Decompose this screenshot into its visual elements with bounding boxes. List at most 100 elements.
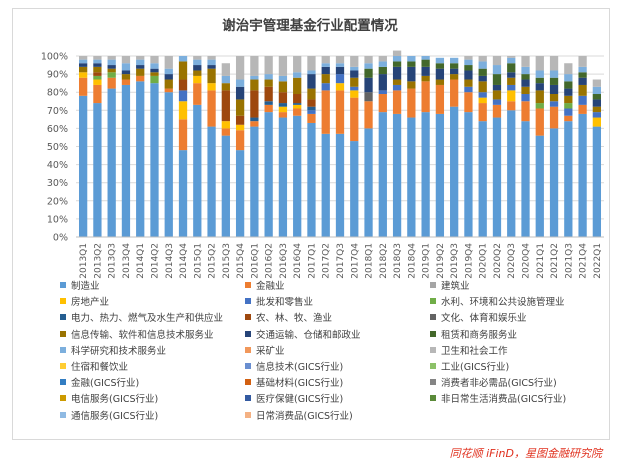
bar-segment bbox=[307, 74, 316, 89]
bar-segment bbox=[564, 81, 573, 89]
bar-segment bbox=[164, 68, 173, 75]
bar-segment bbox=[392, 56, 402, 62]
x-tick-label: 2020Q3 bbox=[507, 243, 517, 279]
x-tick-label: 2021Q4 bbox=[579, 243, 589, 279]
bar-segment bbox=[521, 74, 530, 80]
bar-segment bbox=[207, 126, 216, 237]
bar-segment bbox=[478, 97, 487, 104]
bar-segment bbox=[93, 56, 102, 60]
x-tick-label: 2019Q4 bbox=[464, 243, 474, 279]
bar-segment bbox=[378, 61, 387, 67]
bar-segment bbox=[435, 63, 445, 69]
bar-segment bbox=[507, 57, 516, 64]
legend-item: 非日常生活消费品(GICS行业) bbox=[430, 394, 566, 406]
bar-segment bbox=[307, 70, 316, 75]
x-tick-label: 2019Q1 bbox=[422, 243, 432, 279]
bar-segment bbox=[407, 56, 416, 62]
bar-segment bbox=[392, 66, 402, 80]
x-tick-label: 2016Q4 bbox=[293, 243, 303, 279]
bar-segment bbox=[193, 56, 202, 60]
bar-segment bbox=[464, 92, 473, 113]
bar-segment bbox=[321, 56, 330, 64]
bar-segment bbox=[278, 117, 288, 237]
legend-label: 文化、体育和娱乐业 bbox=[441, 313, 527, 325]
stacked-bar-chart: 0% 10% 20% 30% 40% 50% 60% 70% 80% 90% 100% 2013Q1 2… bbox=[41, 50, 604, 279]
bar-segment bbox=[93, 59, 102, 64]
legend-swatch bbox=[245, 395, 251, 402]
bar-segment bbox=[93, 103, 102, 237]
legend-item: 采矿业 bbox=[245, 346, 285, 358]
bar-segment bbox=[578, 113, 587, 237]
bar-segment bbox=[535, 90, 544, 104]
bar-segment bbox=[235, 99, 245, 116]
bar-segment bbox=[150, 56, 159, 64]
bar-segment bbox=[435, 113, 445, 237]
bar-segment bbox=[435, 57, 445, 64]
bar-segment bbox=[421, 66, 430, 76]
legend-item: 信息传输、软件和信息技术服务业 bbox=[60, 330, 214, 342]
bar-segment bbox=[235, 130, 245, 151]
legend-swatch bbox=[245, 330, 251, 337]
bar-segment bbox=[293, 56, 302, 73]
y-tick-label: 0% bbox=[53, 233, 68, 244]
bar-segment bbox=[335, 66, 345, 75]
bar-segment bbox=[549, 106, 559, 129]
bar-segment bbox=[407, 117, 416, 237]
bar-segment bbox=[507, 90, 516, 102]
bar-segment bbox=[478, 61, 487, 69]
bar-segment bbox=[293, 103, 302, 105]
x-tick-label: 2021Q2 bbox=[550, 243, 560, 279]
bar-segment bbox=[121, 56, 131, 64]
bar-segment bbox=[492, 56, 502, 66]
bar-segment bbox=[592, 99, 602, 107]
legend-label: 住宿和餐饮业 bbox=[71, 362, 129, 373]
bar-segment bbox=[407, 66, 416, 82]
bar-segment bbox=[450, 68, 459, 75]
bar-segment bbox=[250, 121, 259, 127]
legend-item: 租赁和商务服务业 bbox=[430, 330, 517, 342]
bar-segment bbox=[421, 59, 430, 67]
bar-segment bbox=[321, 83, 330, 91]
x-tick-label: 2016Q1 bbox=[250, 243, 260, 279]
bar-segment bbox=[378, 74, 387, 91]
legend-swatch bbox=[60, 314, 66, 321]
bar-segment bbox=[450, 63, 459, 69]
x-tick-label: 2015Q4 bbox=[236, 243, 246, 279]
legend-item: 通信服务(GICS行业) bbox=[60, 411, 158, 423]
bar-segment bbox=[592, 112, 602, 118]
bar-segment bbox=[378, 112, 387, 237]
legend-item: 批发和零售业 bbox=[245, 297, 313, 309]
bar-segment bbox=[464, 112, 473, 237]
bar-segment bbox=[150, 83, 159, 238]
bar-segment bbox=[578, 72, 587, 78]
x-tick-label: 2017Q2 bbox=[322, 243, 332, 279]
bar-segment bbox=[378, 90, 387, 95]
bar-segment bbox=[307, 88, 316, 100]
y-tick-label: 80% bbox=[47, 88, 68, 99]
bar-segment bbox=[107, 72, 116, 78]
bar-segment bbox=[293, 77, 302, 95]
legend-swatch bbox=[60, 346, 66, 353]
bar-segment bbox=[478, 56, 487, 62]
legend-swatch bbox=[245, 314, 251, 321]
bar-segment bbox=[378, 94, 387, 113]
bar-segment bbox=[164, 88, 173, 93]
bar-segment bbox=[107, 77, 116, 89]
bar-segment bbox=[350, 66, 359, 71]
bar-segment bbox=[250, 126, 259, 237]
bar-segment bbox=[364, 63, 373, 69]
bar-segment bbox=[564, 95, 573, 104]
bar-segment bbox=[93, 84, 102, 104]
bar-segment bbox=[107, 88, 116, 237]
y-tick-label: 90% bbox=[47, 70, 68, 81]
bar-segment bbox=[278, 92, 288, 104]
bar-segment bbox=[335, 90, 345, 134]
bar-segment bbox=[564, 88, 573, 96]
bar-segment bbox=[221, 75, 230, 84]
bar-segment bbox=[392, 79, 402, 85]
x-tick-label: 2015Q3 bbox=[222, 243, 232, 279]
legend-swatch bbox=[60, 363, 66, 369]
bar-segment bbox=[207, 68, 216, 84]
legend-label: 电力、热力、燃气及水生产和供应业 bbox=[71, 313, 224, 325]
bar-segment bbox=[278, 81, 288, 93]
